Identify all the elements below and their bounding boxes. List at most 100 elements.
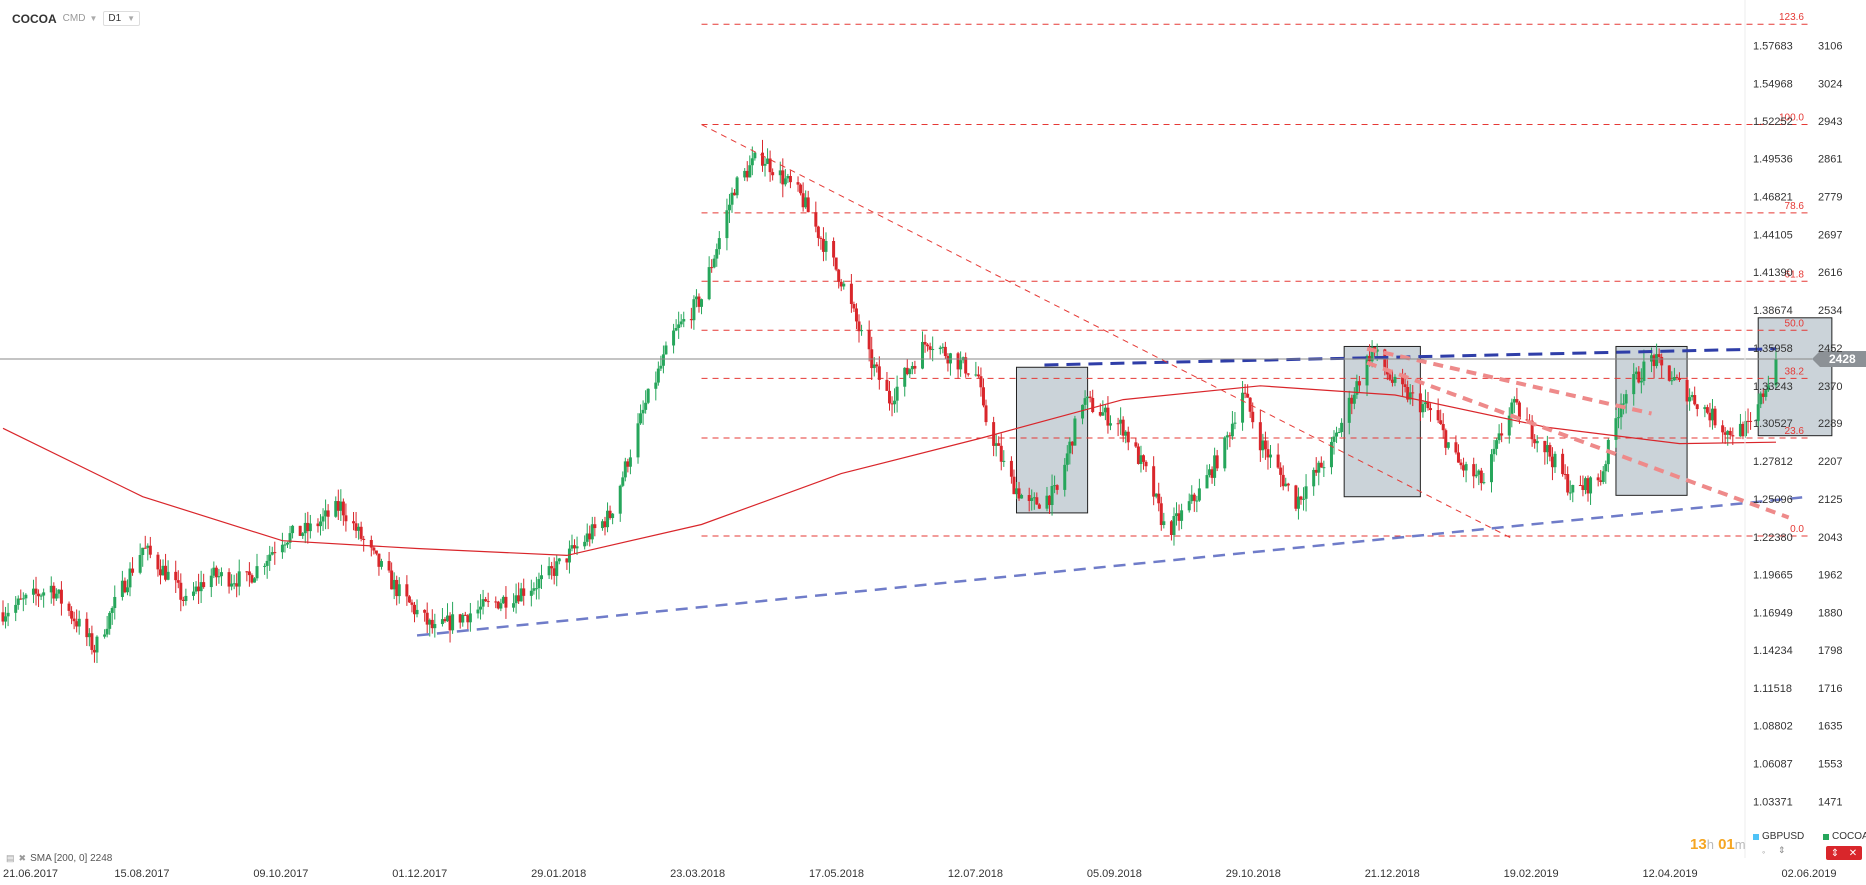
candle-body [1159,503,1163,526]
settings-icon[interactable]: ▤ [6,853,15,863]
candle-body [1517,402,1521,420]
candle-body [1119,419,1123,424]
candle-body [1515,399,1519,403]
candle-body [1581,485,1585,491]
remove-series-button[interactable]: ⇕ ✕ [1826,846,1862,860]
candle-body [766,158,770,164]
x-axis-tick-label: 01.12.2017 [392,868,447,880]
legend-item-cocoa[interactable]: COCOA [1823,831,1866,842]
candle-body [174,571,178,581]
candle-body [1741,423,1745,437]
fib-level-label: 100.0 [1779,113,1804,124]
candle-body [1639,380,1643,383]
symbol-label[interactable]: COCOA [12,11,57,26]
candle-body [504,596,508,608]
candle-body [1568,492,1572,494]
candle-body [1296,496,1300,509]
candle-body [1032,497,1036,499]
candle-body [410,602,414,605]
candle-body [369,539,373,548]
candle-body [1553,453,1557,468]
candle-body [895,386,899,401]
candle-body [814,212,818,227]
candle-body [849,283,853,305]
candle-body [1723,432,1727,435]
candle-body [479,606,483,610]
candle-body [1571,485,1575,493]
candle-body [1535,440,1539,444]
candle-body [1462,465,1466,471]
visibility-toggle-icon[interactable]: ◦ [1762,847,1766,857]
candle-body [938,347,942,350]
candle-body [308,523,312,532]
x-axis-tick-label: 29.10.2018 [1226,868,1281,880]
candle-body [1169,521,1173,536]
candle-body [1388,374,1392,380]
candle-body [181,599,185,601]
candle-body [981,387,985,406]
candle-body [974,374,978,376]
x-axis-tick-label: 29.01.2018 [531,868,586,880]
candle-body [783,178,787,185]
candle-body [1657,354,1661,357]
candle-body [288,533,292,543]
candle-body [1276,454,1280,468]
y-axis-secondary-tick-label: 1.22380 [1753,532,1793,544]
y-axis-tick-label: 2207 [1818,456,1842,468]
candle-body [928,346,932,350]
candle-body [1322,467,1326,469]
candle-body [646,388,650,403]
candle-body [745,170,749,178]
x-axis-tick-label: 17.05.2018 [809,868,864,880]
candle-body [517,595,521,602]
candle-body [532,588,536,591]
legend-item-gbpusd[interactable]: GBPUSD [1753,831,1804,842]
candle-body [1497,433,1501,441]
candle-body [1073,418,1077,446]
candle-body [341,501,345,516]
candle-body [550,566,554,569]
trendline [1366,346,1652,416]
candle-body [966,373,970,375]
close-icon[interactable]: ✖ [18,853,27,863]
instrument-type-select[interactable]: CMD ▼ [63,13,98,24]
candle-body [1774,359,1778,386]
candle-body [1357,381,1361,386]
candle-body [567,548,571,563]
candle-body [499,603,503,609]
candle-body [1764,390,1768,397]
candle-body [161,565,165,576]
candle-body [1408,392,1412,400]
candle-body [659,365,663,369]
indicator-label[interactable]: ▤ ✖ SMA [200, 0] 2248 [6,853,112,864]
candle-body [644,402,648,410]
candle-body [1243,392,1247,394]
candle-body [735,177,739,196]
axis-layer: 3106 1.57683 3024 1.54968 2943 1.52252 2861 1.4… [3,40,1842,880]
zones-layer [1015,317,1833,514]
candle-body [1284,483,1288,487]
candle-body [379,561,383,567]
fib-level-label: 50.0 [1785,318,1805,329]
candle-body [451,614,455,631]
candle-body [1721,425,1725,433]
candle-body [768,158,772,173]
candle-body [921,341,925,369]
y-axis-secondary-tick-label: 1.49536 [1753,154,1793,166]
candle-body [446,615,450,622]
sort-arrows-icon[interactable]: ⇕ [1778,845,1786,855]
candle-body [1162,521,1166,526]
candle-body [166,571,170,580]
y-axis-tick-label: 2943 [1818,116,1842,128]
timeframe-select[interactable]: D1 ▼ [103,11,141,26]
candle-body [600,521,604,529]
candle-body [1144,461,1148,467]
candle-body [1604,464,1608,472]
trendline [1366,360,1790,520]
candle-body [534,588,538,590]
candle-countdown: 13h 01m [1690,836,1746,853]
candle-body [679,321,683,325]
candle-body [677,324,681,328]
fib-level-label: 0.0 [1790,524,1804,535]
